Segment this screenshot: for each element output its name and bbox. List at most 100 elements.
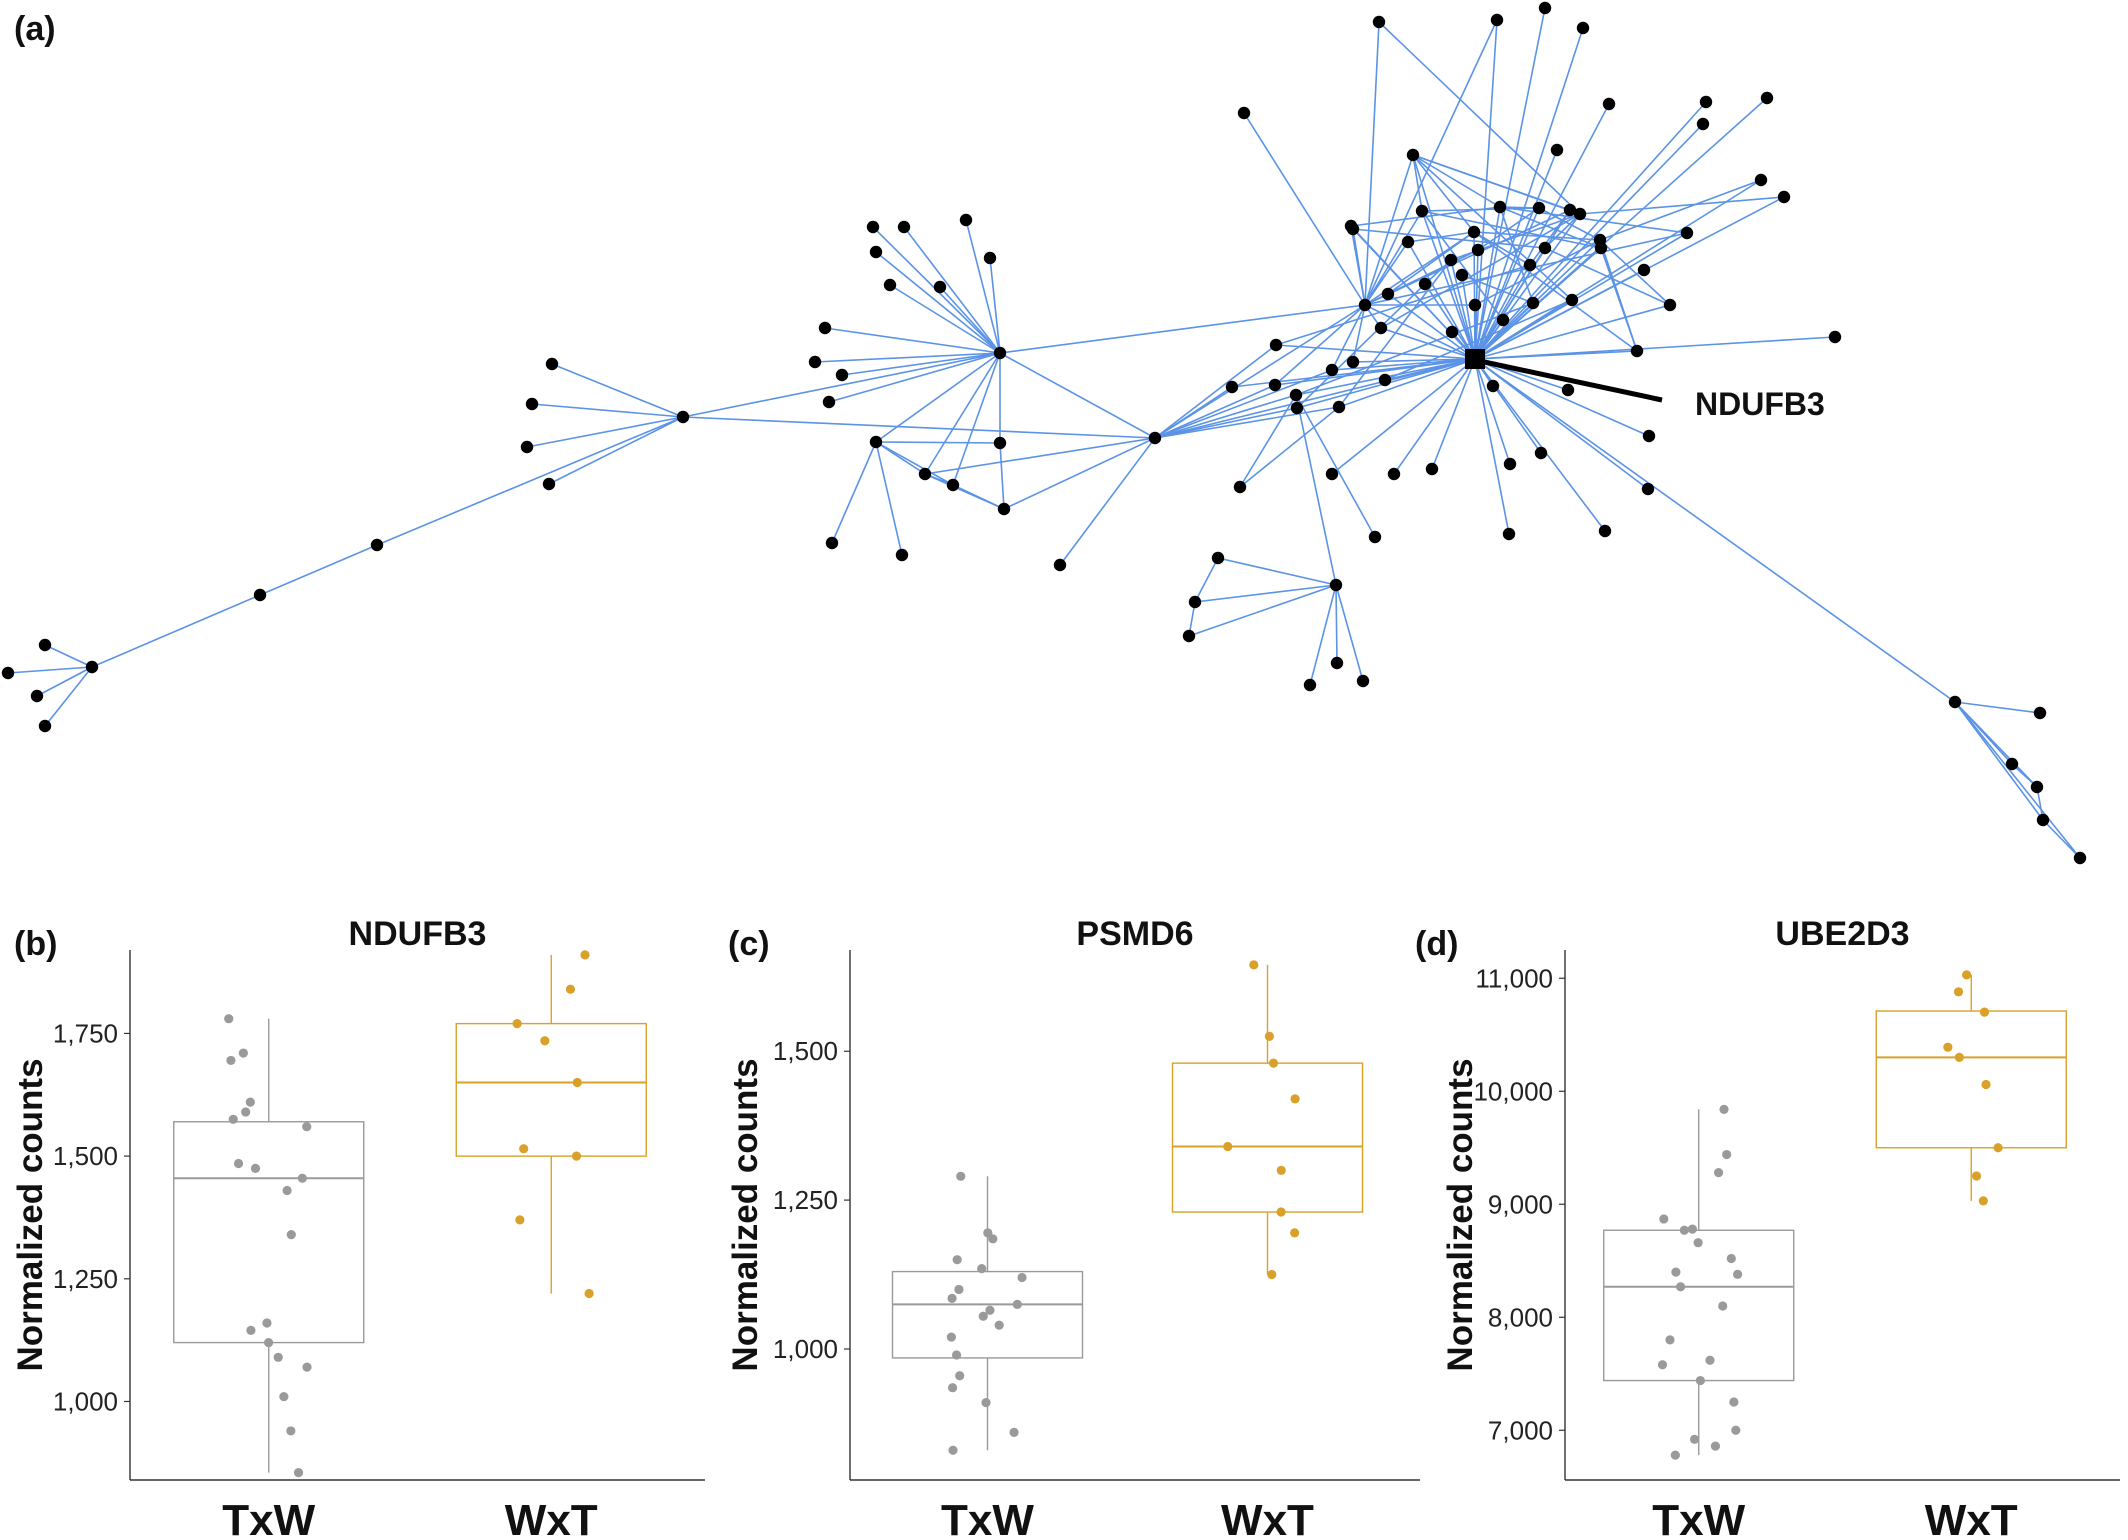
network-node (1760, 91, 1774, 105)
data-point (1719, 1104, 1729, 1114)
network-edge (1474, 358, 1650, 437)
network-edge (1412, 154, 1573, 301)
network-node (1358, 298, 1372, 312)
network-edge (1350, 206, 1501, 227)
data-point (947, 1383, 958, 1393)
network-edge (1461, 274, 1534, 304)
network-edge (44, 644, 93, 668)
network-node (918, 467, 932, 481)
plot-title: NDUFB3 (349, 915, 487, 953)
network-edge (7, 666, 93, 674)
network-node (1237, 106, 1251, 120)
data-point (279, 1391, 289, 1402)
box-iqr (455, 1022, 647, 1157)
network-edge (1474, 304, 1671, 360)
network-edge (1154, 369, 1333, 439)
network-node (946, 478, 960, 492)
network-edge (1579, 196, 1785, 215)
data-point (297, 1173, 307, 1183)
network-edge (1364, 19, 1498, 306)
data-point (302, 1362, 312, 1372)
network-node (1329, 578, 1343, 592)
data-point (1710, 1441, 1721, 1451)
network-node (1381, 287, 1395, 301)
data-point (1012, 1299, 1022, 1309)
network-edge (1421, 210, 1602, 249)
network-node (1630, 344, 1644, 358)
network-edge (1331, 358, 1476, 475)
network-node (1534, 446, 1548, 460)
network-edge (999, 352, 1156, 439)
box-txw (1603, 1104, 1795, 1460)
network-edge (1295, 302, 1534, 396)
network-edge (999, 304, 1366, 354)
data-point (245, 1097, 255, 1107)
y-tick-label: 1,500 (53, 1141, 118, 1171)
network-edge (1239, 406, 1340, 488)
network-edge (1499, 206, 1602, 249)
network-edge (1412, 154, 1476, 360)
network-edge (1474, 358, 1649, 490)
network-edge (1474, 358, 1511, 465)
network-edge (376, 416, 684, 546)
x-category-label: WxT (1925, 1496, 2018, 1540)
network-node (835, 368, 849, 382)
network-node (1663, 298, 1677, 312)
network-node (1538, 241, 1552, 255)
network-node (85, 660, 99, 674)
network-node (822, 395, 836, 409)
network-node (1406, 148, 1420, 162)
network-edge (1474, 350, 1638, 360)
network-node (866, 220, 880, 234)
network-node (38, 719, 52, 733)
data-point (1731, 1425, 1741, 1435)
network-edge (1387, 231, 1475, 295)
data-point (302, 1122, 312, 1132)
data-point (515, 1215, 525, 1225)
network-edge (531, 403, 684, 418)
boxplot-panel-ndufb3: (b) NDUFB3 1,000 1,250 1,500 1,750Normalized … (11, 915, 705, 1540)
network-edge (1059, 437, 1156, 566)
box-iqr (173, 1121, 365, 1344)
data-point (1689, 1434, 1700, 1444)
network-node (1303, 678, 1317, 692)
data-point (994, 1320, 1004, 1330)
network-edge (1412, 154, 1571, 211)
network-node (1289, 388, 1303, 402)
network-node (2005, 757, 2019, 771)
x-category-label: TxW (941, 1496, 1034, 1540)
network-node (1325, 467, 1339, 481)
network-node (1225, 380, 1239, 394)
network-edge (924, 352, 1001, 475)
data-point (540, 1036, 550, 1046)
network-node (545, 357, 559, 371)
network-edge (1335, 584, 1364, 682)
data-point (519, 1144, 529, 1154)
network-edge (903, 226, 1001, 354)
network-edge (1364, 21, 1380, 306)
network-node (1532, 201, 1546, 215)
network-node (1490, 13, 1504, 27)
network-edge (1424, 283, 1476, 360)
network-node (808, 355, 822, 369)
network-edge (1412, 154, 1501, 208)
network-edge (1421, 210, 1504, 321)
network-node (1594, 241, 1608, 255)
data-point (978, 1311, 988, 1321)
network-node (1415, 204, 1429, 218)
data-point (246, 1325, 256, 1335)
data-point (955, 1371, 965, 1381)
box-wxt (1875, 970, 2067, 1206)
data-point (1705, 1355, 1715, 1365)
network-edge (36, 666, 93, 697)
data-point (1675, 1282, 1686, 1292)
data-point (947, 1293, 957, 1303)
network-edge (831, 441, 877, 544)
network-node (370, 538, 384, 552)
data-point (1276, 1165, 1286, 1175)
network-node (2073, 851, 2087, 865)
panel-label: (b) (14, 925, 57, 963)
network-edges (7, 7, 2081, 859)
y-tick-label: 1,500 (773, 1036, 838, 1066)
network-edge (841, 352, 1001, 376)
